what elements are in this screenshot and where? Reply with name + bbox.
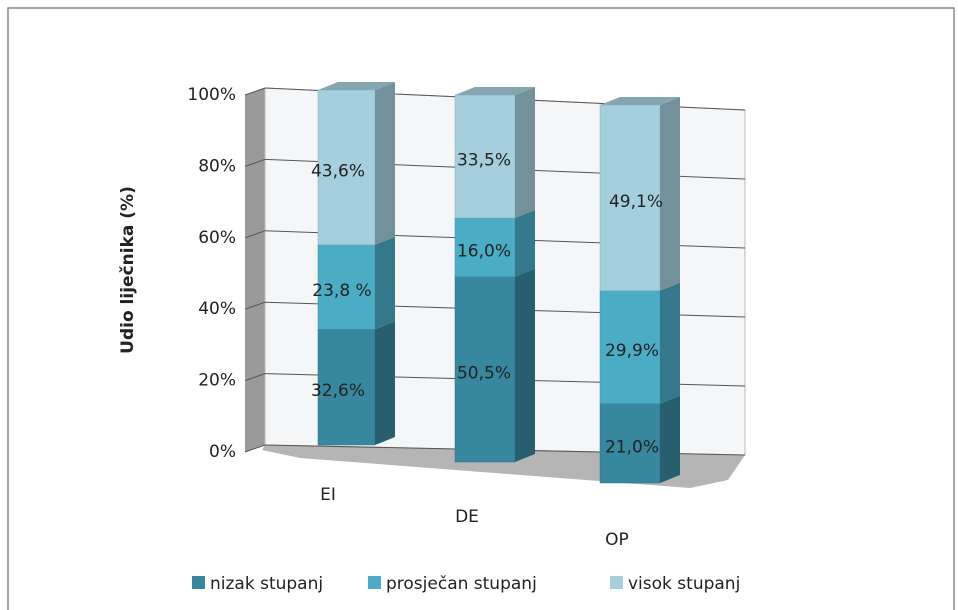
y-axis-label: Udio liječnika (%) [118,186,138,354]
value-label: 32,6% [311,381,365,401]
bar-top [318,82,395,90]
bar-top [455,87,535,95]
bar-side [375,321,395,445]
value-label: 16,0% [457,241,511,261]
x-tick-label: DE [455,507,479,527]
y-tick-label: 80% [198,156,236,176]
grid-line [244,87,266,96]
legend-label: nizak stupanj [210,574,323,594]
y-tick-label: 60% [198,228,236,248]
bar-top [600,97,680,105]
value-label: 43,6% [311,161,365,181]
legend-swatch [192,576,205,589]
legend-label: prosječan stupanj [386,574,537,594]
bar-segment [454,276,516,463]
legend-label: visok stupanj [628,574,740,594]
legend-swatch [610,576,623,589]
bar-segment [599,290,661,404]
x-tick-label: OP [605,530,629,550]
y-tick-label: 20% [198,371,236,391]
bar-side [660,97,680,291]
value-label: 29,9% [605,341,659,361]
bar-side [660,282,680,404]
bar-side [375,82,395,245]
bar-segment [317,89,376,246]
grid-line [244,373,266,382]
bar-side [375,236,395,330]
bar-side [660,395,680,483]
bar-segment [317,244,376,330]
bar-segment [317,329,376,446]
left-wall [245,88,265,452]
value-label: 50,5% [457,363,511,383]
grid-line [244,230,266,239]
bar-segment [599,104,661,291]
bar-side [515,87,535,218]
value-label: 23,8 % [312,281,371,301]
x-tick-label: EI [320,485,336,505]
grid-line [244,444,266,453]
value-label: 21,0% [605,437,659,457]
bar-segment [454,217,516,277]
y-tick-label: 0% [209,442,236,462]
bar-side [515,209,535,277]
legend-swatch [368,576,381,589]
grid-line [244,301,266,310]
bar-side [515,268,535,462]
value-label: 33,5% [457,150,511,170]
y-tick-label: 40% [198,299,236,319]
grid-line [244,158,266,167]
value-label: 49,1% [609,192,663,212]
y-tick-label: 100% [187,85,236,105]
bar-segment [599,403,661,484]
